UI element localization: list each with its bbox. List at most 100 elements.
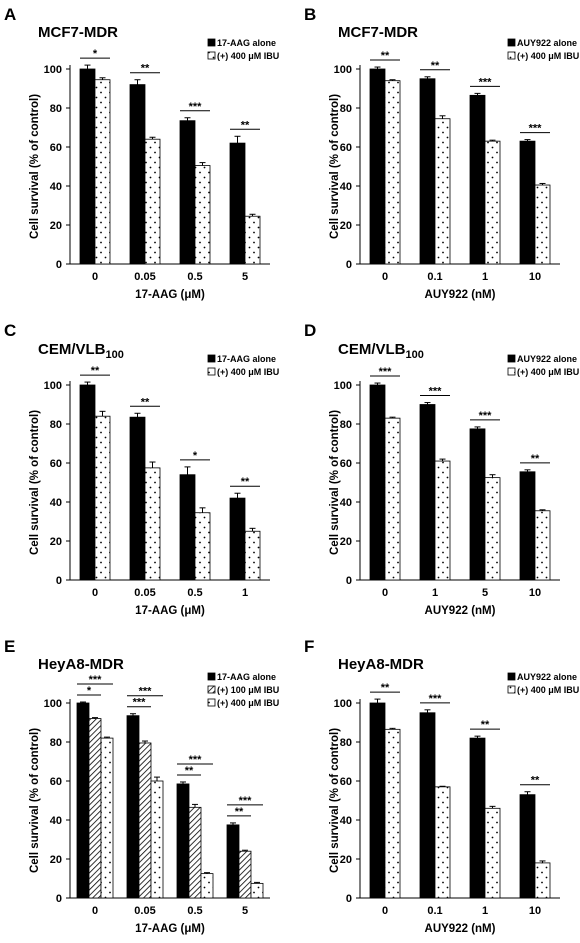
bar-ibu bbox=[534, 184, 551, 265]
significance-label: ** bbox=[185, 765, 194, 777]
chart-panel-e: E HeyA8-MDR Cell survival (% of control) 0 2… bbox=[4, 637, 279, 935]
panel-title: MCF7-MDR bbox=[338, 24, 418, 41]
y-tick-label: 40 bbox=[50, 815, 62, 827]
bar-ibu bbox=[194, 512, 211, 581]
y-tick-label: 80 bbox=[50, 737, 62, 749]
significance-label: *** bbox=[379, 366, 393, 378]
y-tick-label: 20 bbox=[50, 220, 62, 232]
bar-ibu bbox=[534, 510, 551, 581]
significance-label: ** bbox=[141, 63, 150, 75]
panel-title-text: MCF7-MDR bbox=[38, 24, 118, 41]
panel-label: C bbox=[4, 321, 16, 340]
legend-swatch bbox=[207, 698, 216, 707]
legend-swatch bbox=[207, 367, 216, 376]
bar-ibu bbox=[244, 215, 261, 265]
significance-label: ** bbox=[381, 50, 390, 62]
bar-control bbox=[176, 783, 190, 899]
y-tick-label: 60 bbox=[340, 458, 352, 470]
bar-control bbox=[369, 384, 386, 581]
x-tick-label: 0 bbox=[382, 271, 388, 283]
bar-control bbox=[79, 384, 96, 581]
significance-label: *** bbox=[429, 386, 443, 398]
significance-label: *** bbox=[189, 101, 203, 113]
x-axis-title: 17-AAG (μM) bbox=[135, 289, 205, 301]
significance-label: ** bbox=[381, 682, 390, 694]
bar-ibu bbox=[88, 718, 102, 899]
bar-ibu bbox=[138, 742, 152, 899]
x-tick-label: 1 bbox=[482, 905, 488, 917]
significance-label: *** bbox=[89, 674, 103, 686]
significance-label: ** bbox=[91, 365, 100, 377]
legend-swatch bbox=[207, 685, 216, 694]
y-tick-label: 0 bbox=[56, 893, 62, 905]
x-tick-label: 0 bbox=[92, 271, 98, 283]
y-tick-label: 40 bbox=[50, 497, 62, 509]
significance-label: *** bbox=[239, 795, 253, 807]
panel-label: D bbox=[304, 321, 316, 340]
panel-label: E bbox=[4, 637, 15, 656]
bar-ibu bbox=[534, 862, 551, 899]
y-axis-title: Cell survival (% of control) bbox=[329, 94, 341, 239]
y-tick-label: 0 bbox=[56, 575, 62, 587]
significance-label: *** bbox=[139, 686, 153, 698]
chart-panel-f: F HeyA8-MDR Cell survival (% of control) 0 2… bbox=[304, 637, 579, 935]
bar-ibu bbox=[150, 780, 164, 899]
y-tick-label: 60 bbox=[50, 776, 62, 788]
y-tick-label: 20 bbox=[50, 854, 62, 866]
bar-ibu bbox=[144, 138, 161, 265]
bar-ibu bbox=[250, 882, 264, 899]
legend-swatch bbox=[207, 672, 216, 681]
y-tick-label: 20 bbox=[340, 220, 352, 232]
y-tick-label: 20 bbox=[340, 854, 352, 866]
legend-swatch bbox=[507, 685, 516, 694]
bar-control bbox=[226, 824, 240, 899]
significance-label: *** bbox=[429, 693, 443, 705]
y-axis-title: Cell survival (% of control) bbox=[329, 728, 341, 873]
y-tick-label: 0 bbox=[346, 259, 352, 271]
x-tick-label: 0.1 bbox=[427, 905, 442, 917]
bar-control bbox=[469, 428, 486, 581]
legend-swatch bbox=[507, 672, 516, 681]
chart-panel-b: B MCF7-MDR Cell survival (% of control) 0 20… bbox=[304, 5, 579, 301]
bar-control bbox=[469, 94, 486, 265]
legend-label: (+) 400 μM IBU bbox=[217, 367, 279, 377]
panel-title-text: HeyA8-MDR bbox=[338, 656, 424, 673]
legend-label: 17-AAG alone bbox=[217, 38, 276, 48]
bar-ibu bbox=[384, 80, 401, 265]
bar-control bbox=[179, 474, 196, 581]
y-tick-label: 80 bbox=[340, 419, 352, 431]
bar-control bbox=[519, 794, 536, 899]
bar-ibu bbox=[100, 737, 114, 899]
x-tick-label: 5 bbox=[242, 905, 248, 917]
y-tick-label: 0 bbox=[56, 259, 62, 271]
y-tick-label: 40 bbox=[340, 815, 352, 827]
bar-ibu bbox=[94, 79, 111, 265]
panel-title-text: MCF7-MDR bbox=[338, 24, 418, 41]
significance-label: ** bbox=[531, 453, 540, 465]
bar-ibu bbox=[434, 118, 451, 265]
significance-label: *** bbox=[479, 76, 493, 88]
bar-control bbox=[229, 497, 246, 581]
bar-control bbox=[229, 142, 246, 265]
y-tick-label: 80 bbox=[50, 419, 62, 431]
y-tick-label: 100 bbox=[334, 380, 352, 392]
bar-control bbox=[419, 78, 436, 265]
x-tick-label: 0.5 bbox=[187, 587, 202, 599]
x-axis-title: 17-AAG (μM) bbox=[135, 923, 205, 935]
panel-label: A bbox=[4, 5, 16, 24]
legend-swatch bbox=[507, 51, 516, 60]
x-tick-label: 5 bbox=[242, 271, 248, 283]
legend-label: 17-AAG alone bbox=[217, 354, 276, 364]
bar-ibu bbox=[434, 786, 451, 899]
panel-title: CEM/VLB100 bbox=[38, 341, 124, 361]
x-tick-label: 10 bbox=[529, 587, 541, 599]
panel-title-text: HeyA8-MDR bbox=[38, 656, 124, 673]
bar-ibu bbox=[200, 873, 214, 899]
y-tick-label: 0 bbox=[346, 893, 352, 905]
bar-ibu bbox=[484, 477, 501, 581]
x-tick-label: 0 bbox=[382, 905, 388, 917]
x-axis-title: 17-AAG (μM) bbox=[135, 605, 205, 617]
significance-label: *** bbox=[189, 754, 203, 766]
